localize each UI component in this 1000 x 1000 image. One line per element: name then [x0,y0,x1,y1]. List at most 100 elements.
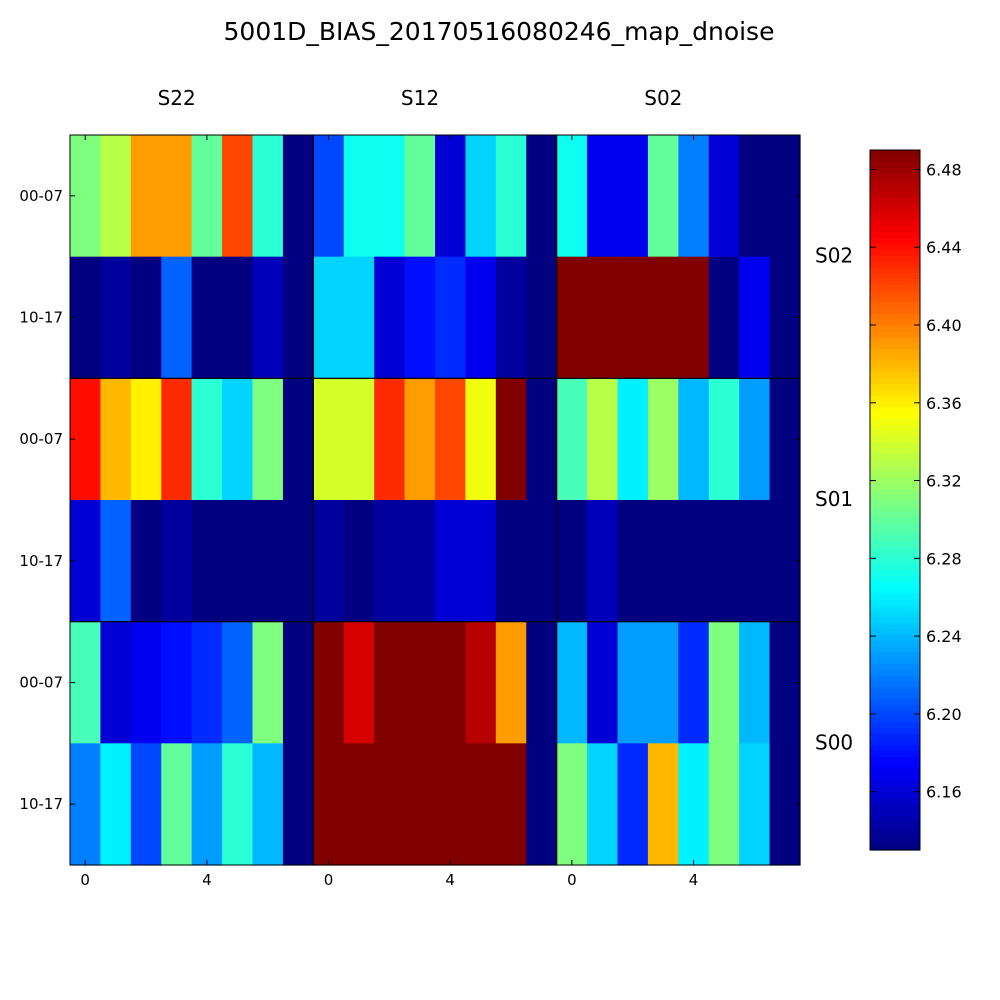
colorbar-segment [870,540,920,548]
colorbar-segment [870,686,920,694]
heatmap-cell [708,743,740,866]
heatmap-cell [617,621,649,744]
heatmap-cell [708,135,740,258]
heatmap-cell [161,500,193,623]
colorbar-segment [870,249,920,256]
heatmap-cell [739,256,771,379]
heatmap-cell [678,378,710,501]
colorbar-segment [870,389,920,396]
heatmap-cell [739,743,771,866]
colorbar-segment [870,785,920,793]
heatmap-cell [70,743,102,866]
colorbar-segment [870,470,920,478]
colorbar-segment [870,161,920,169]
colorbar-segment [870,260,920,268]
heatmap-cell [587,135,619,258]
x-tick-label: 4 [445,871,455,889]
colorbar-segment [870,710,920,717]
heatmap-cell [374,621,406,744]
colorbar-segment [870,295,920,303]
colorbar-segment [870,616,920,624]
heatmap-cell [495,378,527,501]
heatmap-cell [495,500,527,623]
heatmap-cell [222,135,254,258]
heatmap-cell [100,621,132,744]
heatmap-cell [526,500,558,623]
colorbar-segment [870,529,920,536]
x-tick-label: 4 [689,871,699,889]
colorbar-segment [870,418,920,425]
y-tick-label: 10-17 [19,309,63,327]
heatmap-cell [282,378,314,501]
colorbar-segment [870,832,920,839]
colorbar-segment [870,517,920,524]
heatmap-cell [708,500,740,623]
colorbar-segment [870,645,920,653]
colorbar-segment [870,552,920,559]
heatmap-cell [465,256,497,379]
colorbar-segment [870,605,920,612]
heatmap-cell [100,500,132,623]
colorbar-segment [870,809,920,816]
colorbar-segment [870,762,920,769]
colorbar-segment [870,313,920,320]
heatmap-cell [343,135,375,258]
x-tick-label: 0 [324,871,334,889]
heatmap-cell [435,256,467,379]
heatmap-cell [739,621,771,744]
colorbar-segment [870,400,920,408]
heatmap-cell [404,743,436,866]
heatmap-cell [100,135,132,258]
colorbar-segment [870,570,920,577]
colorbar-segment [870,610,920,618]
heatmap-cell [130,500,162,623]
heatmap-cell [678,500,710,623]
heatmap-cell [70,500,102,623]
heatmap-cell [739,378,771,501]
colorbar-segment [870,307,920,314]
heatmap-cell [587,500,619,623]
heatmap-cell [465,500,497,623]
colorbar-tick-label: 6.40 [926,316,962,335]
heatmap-cell [617,500,649,623]
colorbar-segment [870,231,920,239]
heatmap-cell [374,378,406,501]
heatmap-cell [252,500,284,623]
colorbar-segment [870,371,920,379]
colorbar-segment [870,220,920,227]
heatmap-cell [161,378,193,501]
colorbar-segment [870,488,920,495]
heatmap-cell [191,378,223,501]
heatmap-cell [222,256,254,379]
colorbar-segment [870,173,920,180]
heatmap-cell [708,256,740,379]
colorbar-segment [870,511,920,519]
heatmap-cell [526,743,558,866]
heatmap-cell [313,743,345,866]
heatmap-cell [465,135,497,258]
heatmap-cell [130,743,162,866]
y-tick-label: 00-07 [19,187,63,205]
heatmap-cell [222,743,254,866]
heatmap-cell [374,135,406,258]
heatmap-cell [313,500,345,623]
heatmap-cell [191,500,223,623]
heatmap-cell [313,256,345,379]
heatmap-cell [404,256,436,379]
heatmap-cell [343,378,375,501]
colorbar-segment [870,535,920,542]
heatmap-cell [343,743,375,866]
heatmap-cell [282,743,314,866]
colorbar-segment [870,745,920,752]
colorbar-tick-label: 6.16 [926,783,962,802]
heatmap-cell [252,621,284,744]
colorbar-segment [870,721,920,729]
colorbar-segment [870,780,920,787]
heatmap-cell [617,256,649,379]
heatmap-cell [587,743,619,866]
colorbar-segment [870,459,920,466]
colorbar-segment [870,330,920,338]
y-tick-label: 00-07 [19,674,63,692]
colorbar-segment [870,278,920,285]
heatmap-cell [404,500,436,623]
